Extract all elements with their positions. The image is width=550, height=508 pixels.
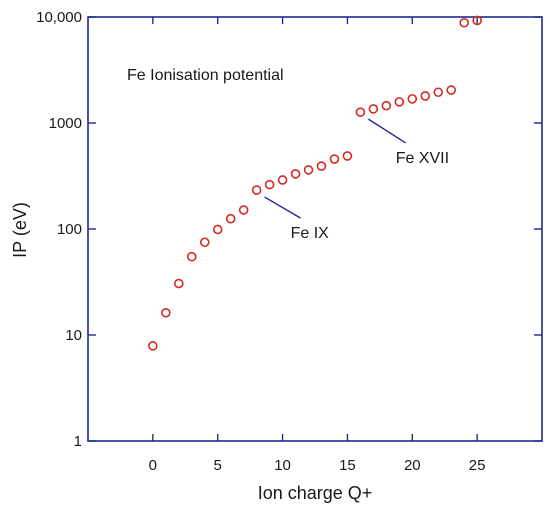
data-point <box>148 341 158 351</box>
x-tick-label: 5 <box>214 457 222 474</box>
y-tick-label: 10 <box>65 327 82 344</box>
y-axis-ticks: 1 10 100 1000 10,000 <box>36 9 542 450</box>
data-point <box>199 237 210 248</box>
data-point <box>472 15 482 26</box>
data-point <box>186 251 197 262</box>
data-point <box>251 185 262 195</box>
annotation-label: Fe XVII <box>396 150 449 167</box>
data-point <box>225 213 236 224</box>
data-point <box>433 87 444 98</box>
data-point <box>290 169 301 179</box>
data-point <box>303 165 314 175</box>
y-axis-label: IP (eV) <box>10 202 30 258</box>
x-tick-label: 20 <box>404 457 421 474</box>
annotation-leader-line <box>368 118 407 144</box>
y-tick-label: 1000 <box>49 115 82 132</box>
data-point <box>420 91 431 101</box>
y-tick-label: 10,000 <box>36 9 82 26</box>
annotation-leader-line <box>264 196 301 219</box>
data-point <box>342 151 353 161</box>
x-tick-label: 15 <box>339 457 356 474</box>
data-point <box>394 97 405 107</box>
data-point <box>368 104 379 114</box>
data-point <box>446 85 457 95</box>
data-point <box>381 100 392 111</box>
data-point <box>212 224 223 235</box>
annotations: Fe IX Fe XVII <box>264 118 449 242</box>
data-point <box>407 94 418 104</box>
data-point <box>316 161 327 171</box>
x-axis-ticks: 0 5 10 15 20 25 <box>149 17 486 474</box>
data-point <box>459 17 469 28</box>
x-tick-label: 0 <box>149 457 157 474</box>
x-tick-label: 25 <box>469 457 486 474</box>
y-tick-label: 100 <box>57 221 82 238</box>
chart-title: Fe Ionisation potential <box>127 67 284 84</box>
x-axis-label: Ion charge Q+ <box>258 483 373 503</box>
data-point <box>161 307 171 318</box>
data-point <box>174 278 184 289</box>
data-point <box>264 179 275 190</box>
annotation-label: Fe IX <box>291 225 330 242</box>
data-point <box>355 107 366 117</box>
data-point <box>329 154 340 164</box>
data-points <box>148 15 482 351</box>
data-point <box>238 205 249 215</box>
data-point <box>277 175 288 185</box>
y-tick-label: 1 <box>74 433 82 450</box>
x-tick-label: 10 <box>274 457 291 474</box>
